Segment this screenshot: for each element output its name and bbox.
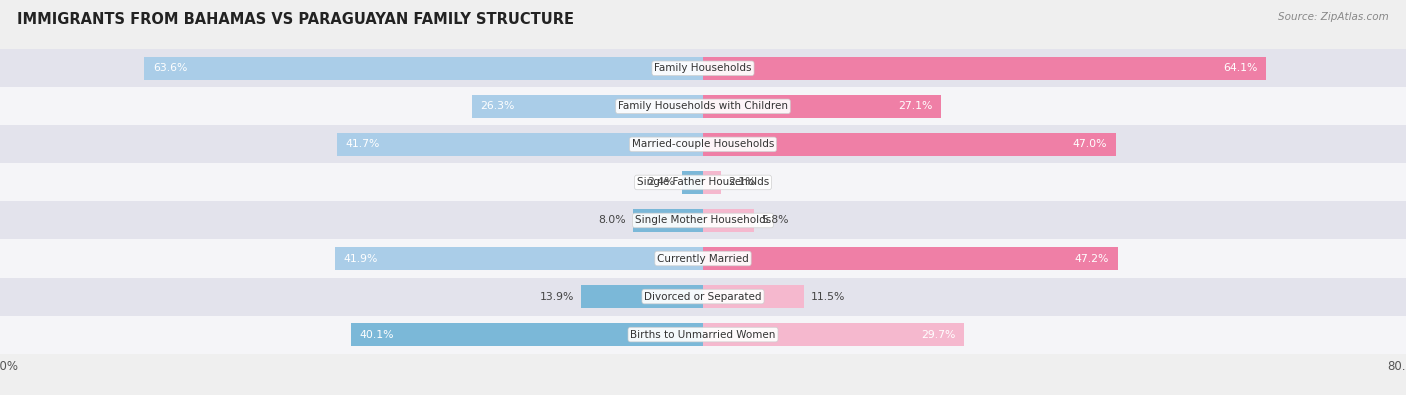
Text: 11.5%: 11.5% bbox=[811, 292, 845, 301]
Text: Family Households with Children: Family Households with Children bbox=[619, 102, 787, 111]
Text: 47.0%: 47.0% bbox=[1073, 139, 1108, 149]
Bar bbox=[335, 247, 703, 270]
Text: 41.7%: 41.7% bbox=[346, 139, 380, 149]
Bar bbox=[0, 239, 1406, 278]
Bar bbox=[0, 164, 1406, 201]
Bar bbox=[703, 247, 1118, 270]
Bar bbox=[633, 209, 703, 232]
Bar bbox=[0, 49, 1406, 87]
Text: Births to Unmarried Women: Births to Unmarried Women bbox=[630, 329, 776, 340]
Bar bbox=[703, 133, 1116, 156]
Text: 26.3%: 26.3% bbox=[481, 102, 515, 111]
Text: 8.0%: 8.0% bbox=[598, 215, 626, 226]
Text: 41.9%: 41.9% bbox=[343, 254, 378, 263]
Text: 29.7%: 29.7% bbox=[921, 329, 955, 340]
Text: 40.1%: 40.1% bbox=[360, 329, 394, 340]
Bar bbox=[703, 323, 965, 346]
Bar bbox=[703, 171, 721, 194]
Bar bbox=[0, 316, 1406, 354]
Bar bbox=[350, 323, 703, 346]
Text: IMMIGRANTS FROM BAHAMAS VS PARAGUAYAN FAMILY STRUCTURE: IMMIGRANTS FROM BAHAMAS VS PARAGUAYAN FA… bbox=[17, 12, 574, 27]
Bar bbox=[145, 56, 703, 80]
Bar bbox=[703, 56, 1267, 80]
Bar bbox=[0, 125, 1406, 164]
Text: Married-couple Households: Married-couple Households bbox=[631, 139, 775, 149]
Text: 63.6%: 63.6% bbox=[153, 63, 187, 73]
Text: 2.4%: 2.4% bbox=[647, 177, 675, 188]
Bar bbox=[336, 133, 703, 156]
Text: Single Father Households: Single Father Households bbox=[637, 177, 769, 188]
Text: 64.1%: 64.1% bbox=[1223, 63, 1257, 73]
Bar bbox=[0, 278, 1406, 316]
Text: Family Households: Family Households bbox=[654, 63, 752, 73]
Text: Currently Married: Currently Married bbox=[657, 254, 749, 263]
Bar bbox=[0, 201, 1406, 239]
Text: Single Mother Households: Single Mother Households bbox=[636, 215, 770, 226]
Bar bbox=[703, 209, 754, 232]
Bar bbox=[703, 94, 941, 118]
Text: Divorced or Separated: Divorced or Separated bbox=[644, 292, 762, 301]
Text: 13.9%: 13.9% bbox=[540, 292, 574, 301]
Text: 47.2%: 47.2% bbox=[1074, 254, 1109, 263]
Bar bbox=[703, 285, 804, 308]
Bar bbox=[682, 171, 703, 194]
Text: 5.8%: 5.8% bbox=[761, 215, 789, 226]
Bar bbox=[581, 285, 703, 308]
Bar bbox=[472, 94, 703, 118]
Bar bbox=[0, 87, 1406, 125]
Text: 2.1%: 2.1% bbox=[728, 177, 756, 188]
Text: 27.1%: 27.1% bbox=[898, 102, 932, 111]
Text: Source: ZipAtlas.com: Source: ZipAtlas.com bbox=[1278, 12, 1389, 22]
